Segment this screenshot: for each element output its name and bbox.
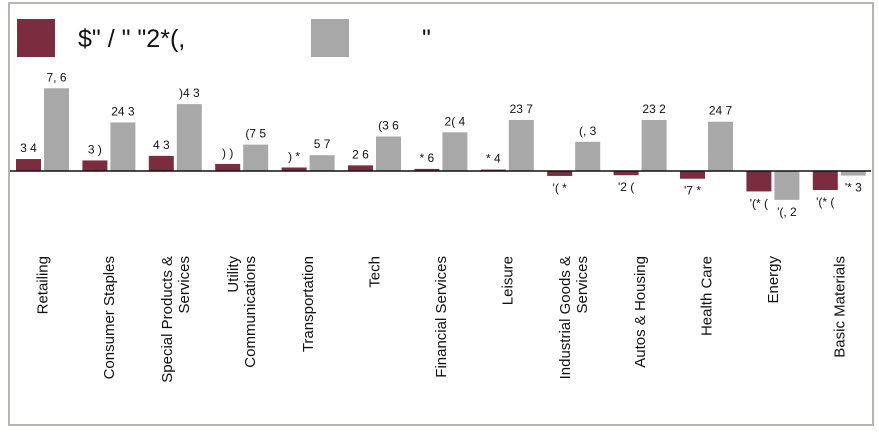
bar-series-2-12	[840, 171, 866, 176]
category-label-4: TransportationTransportation	[300, 256, 317, 352]
category-label-1: Consumer StaplesConsumer Staples	[101, 256, 118, 379]
bar-series-2-10	[708, 121, 733, 171]
category-label-line: Consumer Staples	[101, 256, 118, 379]
data-label-series-2-11: '(, 2	[777, 205, 797, 219]
bar-series-2-3	[243, 144, 269, 171]
legend-label-series-2: "	[422, 25, 431, 53]
data-label-series-1-3: ) )	[222, 146, 233, 160]
category-label-6: Financial ServicesFinancial Services	[433, 256, 450, 378]
data-label-series-1-8: '( *	[553, 181, 568, 195]
data-label-series-2-6: 2( 4	[445, 114, 466, 128]
data-label-series-2-9: 23 2	[642, 102, 666, 116]
bar-series-2-9	[641, 119, 667, 171]
legend-swatch-series-1	[17, 19, 55, 57]
bars	[16, 88, 866, 200]
category-label-line: Industrial Goods &	[557, 256, 574, 379]
legend-swatch-series-2	[311, 19, 349, 57]
bar-series-1-4	[281, 167, 307, 171]
category-label-line: Services	[176, 256, 193, 314]
data-label-series-1-0: 3 4	[20, 141, 37, 155]
category-label-line: Autos & Housing	[632, 256, 649, 368]
chart-frame	[8, 2, 874, 426]
category-label-5: TechTech	[367, 256, 384, 288]
data-label-series-1-12: '(* (	[816, 195, 834, 209]
bar-series-1-1	[82, 160, 108, 171]
bar-series-1-5	[348, 165, 373, 171]
data-label-series-2-2: )4 3	[179, 86, 200, 100]
bar-series-1-8	[547, 171, 573, 176]
bar-series-1-0	[16, 159, 41, 171]
bar-series-1-2	[148, 155, 174, 171]
category-label-line: Basic Materials	[831, 256, 848, 358]
category-label-12: Basic MaterialsBasic Materials	[831, 256, 848, 358]
category-label-line: Special Products &	[159, 256, 176, 383]
legend: $" / " "2*(, "	[17, 19, 431, 57]
bar-series-2-7	[508, 119, 534, 171]
data-label-series-1-1: 3 )	[88, 142, 102, 156]
bar-series-2-6	[442, 132, 468, 171]
category-label-10: Health CareHealth Care	[699, 256, 716, 336]
value-labels: 3 4 7, 6 3 ) 24 3 4 3 )4 3 ) ) (7 5 ) * 5 7 2 6 (3 …	[20, 70, 862, 219]
category-label-line: Services	[574, 256, 591, 314]
category-label-line: Retailing	[35, 256, 52, 314]
data-label-series-1-2: 4 3	[153, 138, 170, 152]
data-label-series-2-4: 5 7	[314, 137, 331, 151]
data-label-series-2-12: '* 3	[845, 181, 862, 195]
bar-series-2-8	[575, 141, 601, 171]
category-label-line: Energy	[765, 256, 782, 304]
bar-series-1-11	[746, 171, 772, 192]
data-label-series-2-0: 7, 6	[46, 70, 66, 84]
bar-series-2-5	[376, 136, 401, 171]
data-label-series-2-10: 24 7	[709, 104, 733, 118]
bar-series-2-4	[309, 155, 335, 171]
category-labels: RetailingRetailing Consumer StaplesConsum…	[35, 256, 849, 383]
bar-series-2-11	[774, 171, 800, 200]
data-label-series-1-4: ) *	[288, 149, 300, 163]
bar-series-2-1	[110, 122, 136, 171]
bar-series-1-7	[480, 169, 506, 171]
data-label-series-1-5: 2 6	[352, 147, 369, 161]
bar-series-1-9	[613, 171, 639, 176]
category-label-9: Autos & HousingAutos & Housing	[632, 256, 649, 368]
data-label-series-1-7: * 4	[486, 152, 501, 166]
category-label-3: UtilityCommunicationsUtility Communicati…	[225, 256, 259, 368]
bar-series-1-10	[680, 171, 705, 179]
bar-series-2-2	[176, 104, 202, 171]
category-label-line: Tech	[367, 256, 384, 288]
data-label-series-2-3: (7 5	[245, 127, 266, 141]
category-label-11: EnergyEnergy	[765, 256, 782, 304]
category-label-line: Communications	[242, 256, 259, 368]
category-label-7: LeisureLeisure	[499, 256, 516, 305]
category-label-line: Leisure	[499, 256, 516, 305]
data-label-series-2-1: 24 3	[111, 104, 135, 118]
data-label-series-2-5: (3 6	[378, 119, 399, 133]
bar-series-1-6	[414, 168, 440, 171]
legend-label-series-1: $" / " "2*(,	[78, 25, 185, 53]
data-label-series-1-9: '2 (	[618, 180, 634, 194]
bar-series-2-0	[44, 88, 69, 171]
category-label-8: Industrial Goods &ServicesIndustrial Goo…	[557, 256, 591, 379]
data-label-series-2-8: (, 3	[579, 124, 597, 138]
category-label-line: Financial Services	[433, 256, 450, 378]
category-label-line: Transportation	[300, 256, 317, 352]
category-label-line: Health Care	[699, 256, 716, 336]
data-label-series-1-6: * 6	[420, 151, 435, 165]
category-label-2: Special Products &ServicesSpecial Produc…	[159, 256, 193, 383]
bar-series-1-12	[812, 171, 838, 191]
category-label-line: Utility	[225, 256, 242, 293]
data-label-series-1-10: '7 *	[684, 184, 701, 198]
data-label-series-2-7: 23 7	[510, 102, 534, 116]
data-label-series-1-11: '(* (	[750, 196, 768, 210]
category-label-0: RetailingRetailing	[35, 256, 52, 314]
bar-series-1-3	[215, 163, 241, 171]
